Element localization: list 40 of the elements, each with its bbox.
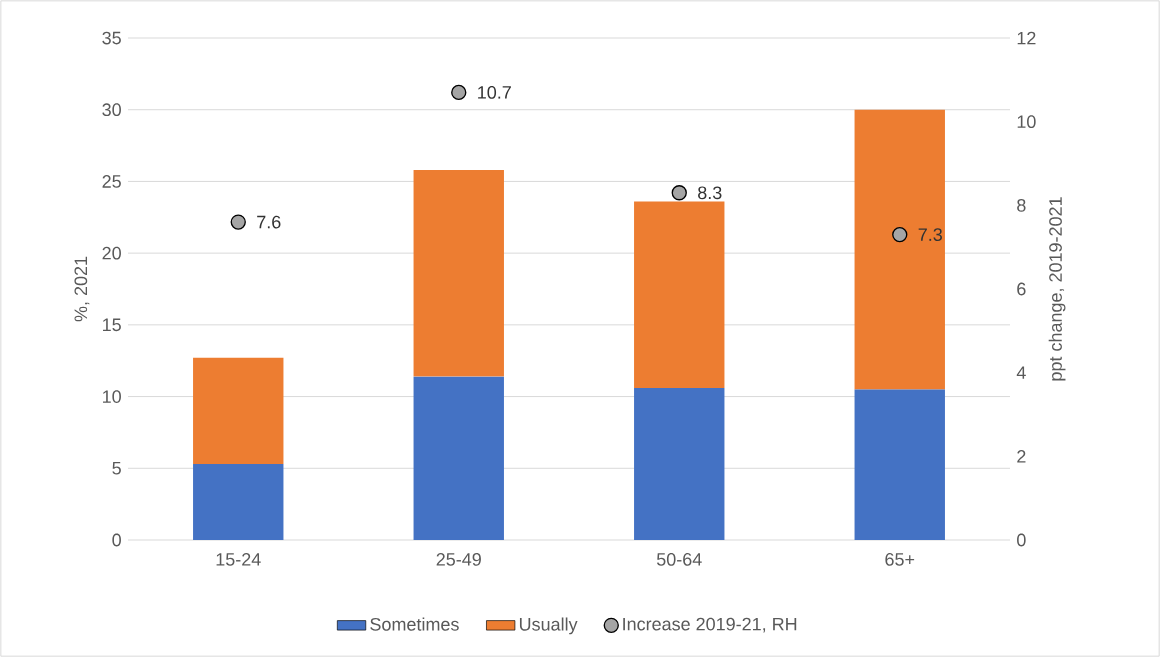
legend-label: Increase 2019-21, RH — [623, 617, 797, 633]
x-tick-label: 25-49 — [436, 553, 481, 566]
y2-tick-label: 10 — [1017, 115, 1036, 129]
legend-label: Usually — [519, 617, 578, 635]
y2-tick-label: 4 — [1016, 366, 1026, 379]
bar — [634, 387, 725, 540]
y2-tick-label: 6 — [1017, 282, 1026, 296]
y-tick-label: 15 — [103, 318, 121, 332]
y-tick-label: 25 — [102, 175, 121, 188]
data-label: 7.3 — [918, 228, 942, 241]
bar — [854, 389, 945, 540]
point — [230, 214, 246, 230]
bar — [413, 376, 504, 540]
x-tick-label: 65+ — [885, 553, 915, 566]
y-tick-label: 35 — [102, 31, 121, 45]
y2-tick-label: 12 — [1017, 31, 1036, 45]
y-tick-label: 0 — [112, 533, 121, 547]
x-tick-label: 50-64 — [656, 553, 702, 566]
point — [892, 226, 908, 243]
legend-label: Sometimes — [370, 617, 459, 631]
y-tick-label: 30 — [102, 103, 121, 117]
bar — [854, 109, 945, 390]
bar — [193, 357, 284, 464]
y-tick-label: 5 — [112, 462, 121, 475]
data-label: 8.3 — [698, 186, 722, 200]
y2-tick-label: 8 — [1017, 198, 1026, 212]
y-axis-title: %, 2021 — [74, 256, 90, 322]
y-tick-label: 20 — [102, 246, 121, 260]
point — [671, 185, 687, 201]
bar — [634, 201, 725, 388]
y-tick-label: 10 — [103, 390, 121, 403]
x-tick-label: 15-24 — [216, 553, 261, 566]
data-label: 10.7 — [478, 86, 511, 99]
data-label: 7.6 — [257, 215, 281, 229]
bar — [193, 463, 284, 540]
point — [451, 84, 467, 101]
y2-tick-label: 2 — [1017, 450, 1026, 463]
bar — [413, 169, 504, 377]
y2-axis-title: ppt change, 2019-2021 — [1048, 197, 1066, 381]
y2-tick-label: 0 — [1017, 533, 1026, 547]
